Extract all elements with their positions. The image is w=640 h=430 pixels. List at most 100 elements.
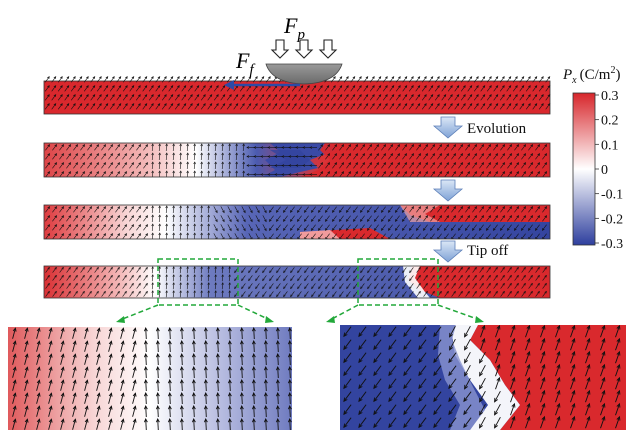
polarization-arrow <box>59 171 65 177</box>
polarization-arrow <box>200 205 203 214</box>
polarization-arrow <box>500 290 505 297</box>
polarization-arrow <box>422 224 428 231</box>
polarization-arrow <box>181 76 187 83</box>
polarization-arrow <box>193 161 196 170</box>
polarization-arrow <box>87 274 92 281</box>
polarization-arrow <box>408 224 414 231</box>
polarization-arrow <box>418 326 427 338</box>
polarization-arrow <box>615 325 621 338</box>
polarization-arrow <box>83 94 89 101</box>
polarization-arrow <box>381 171 387 177</box>
polarization-arrow <box>84 392 89 404</box>
polarization-arrow <box>24 327 29 339</box>
polarization-arrow <box>77 76 83 83</box>
polarization-arrow <box>416 171 422 177</box>
polarization-arrow <box>200 85 206 92</box>
polarization-arrow <box>288 146 296 149</box>
polarization-arrow <box>304 275 309 282</box>
polarization-arrow <box>324 215 330 222</box>
polarization-arrow <box>155 352 160 366</box>
polarization-arrow <box>492 224 498 231</box>
polarization-arrow <box>66 233 72 239</box>
polarization-arrow <box>444 144 450 151</box>
polarization-arrow <box>441 85 447 92</box>
polarization-arrow <box>447 94 453 101</box>
polarization-arrow <box>108 290 113 297</box>
polarization-arrow <box>343 365 352 377</box>
polarization-arrow <box>275 365 280 379</box>
polarization-arrow <box>486 274 491 281</box>
polarization-arrow <box>394 215 400 222</box>
polarization-arrow <box>343 85 349 92</box>
polarization-arrow <box>220 206 225 214</box>
polarization-arrow <box>480 94 486 101</box>
polarization-arrow <box>253 173 261 176</box>
polarization-arrow <box>479 364 486 377</box>
polarization-arrow <box>221 152 224 161</box>
friction-force-arrowhead <box>224 80 234 90</box>
polarization-arrow <box>409 153 415 160</box>
polarization-arrow <box>246 103 252 110</box>
polarization-arrow <box>228 290 231 298</box>
polarization-arrow <box>275 352 280 366</box>
polarization-arrow <box>129 76 135 83</box>
polarization-arrow <box>465 266 470 273</box>
polarization-arrow <box>109 103 115 110</box>
polarization-arrow <box>304 94 310 101</box>
polarization-arrow <box>207 76 213 83</box>
polarization-arrow <box>542 274 547 281</box>
polarization-arrow <box>402 275 407 282</box>
polarization-arrow <box>380 206 386 213</box>
polarization-arrow <box>242 143 245 152</box>
polarization-arrow <box>460 103 466 110</box>
polarization-arrow <box>376 94 382 101</box>
polarization-arrow <box>116 76 122 83</box>
polarization-arrow <box>495 337 501 351</box>
polarization-arrow <box>346 144 352 151</box>
polarization-arrow <box>165 290 168 298</box>
polarization-arrow <box>369 94 375 101</box>
polarization-arrow <box>302 146 310 149</box>
polarization-arrow <box>358 404 367 416</box>
polarization-arrow <box>332 267 337 274</box>
polarization-arrow <box>200 161 203 170</box>
polarization-arrow <box>402 283 407 290</box>
polarization-arrow <box>77 85 83 92</box>
polarization-arrow <box>486 206 492 213</box>
polarization-arrow <box>36 353 41 365</box>
polarization-arrow <box>525 363 531 377</box>
polarization-arrow <box>493 162 499 169</box>
polarization-arrow <box>200 143 203 152</box>
polarization-arrow <box>135 103 141 110</box>
polarization-arrow <box>101 233 107 239</box>
polarization-arrow <box>259 103 265 110</box>
polarization-arrow <box>70 94 76 101</box>
polarization-arrow <box>434 103 440 110</box>
polarization-arrow <box>241 275 246 282</box>
polarization-arrow <box>540 363 546 377</box>
polarization-arrow <box>521 162 527 169</box>
polarization-arrow <box>186 161 189 170</box>
polarization-arrow <box>444 290 449 297</box>
polarization-arrow <box>525 389 531 403</box>
polarization-arrow <box>267 164 275 167</box>
polarization-arrow <box>433 378 442 390</box>
polarization-arrow <box>382 85 388 92</box>
polarization-arrow <box>418 417 427 429</box>
polarization-arrow <box>395 275 400 282</box>
polarization-arrow <box>108 274 113 281</box>
polarization-arrow <box>317 85 323 92</box>
polarization-arrow <box>451 282 456 289</box>
polarization-arrow <box>444 153 450 160</box>
polarization-arrow <box>418 378 427 390</box>
polarization-arrow <box>268 224 274 231</box>
polarization-arrow <box>122 282 127 289</box>
polarization-arrow <box>507 144 513 151</box>
polarization-arrow <box>521 206 527 213</box>
polarization-arrow <box>403 391 412 403</box>
polarization-arrow <box>360 144 366 151</box>
polarization-arrow <box>376 85 382 92</box>
colorbar-tick-label: 0 <box>601 163 608 178</box>
polarization-arrow <box>324 94 330 101</box>
polarization-arrow <box>500 153 506 160</box>
